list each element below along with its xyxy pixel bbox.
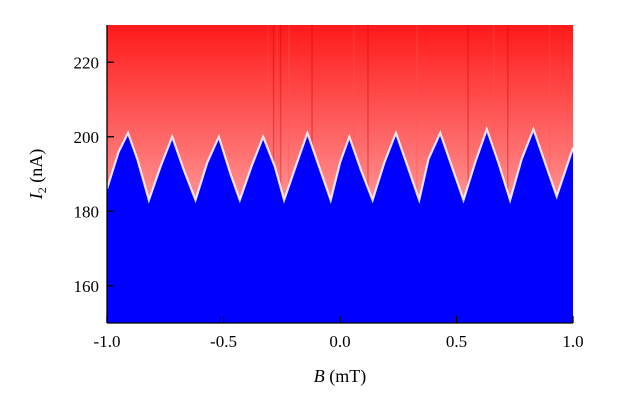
y-tick-label: 180 <box>74 202 100 221</box>
boundary-glow <box>107 125 573 205</box>
x-axis-symbol: B <box>314 366 325 386</box>
y-axis-unit: (nA) <box>26 149 47 188</box>
low-region <box>107 129 573 323</box>
x-tick-label: -1.0 <box>94 332 121 351</box>
plot-area <box>107 25 573 323</box>
y-axis-symbol: I <box>26 192 46 200</box>
y-tick-label: 200 <box>74 128 100 147</box>
axes: -1.0 -0.5 0.0 0.5 1.0 160 180 200 220 <box>74 25 584 351</box>
y-tick-label: 160 <box>74 277 100 296</box>
x-ticks: -1.0 -0.5 0.0 0.5 1.0 <box>94 316 584 351</box>
y-ticks: 160 180 200 220 <box>74 53 114 296</box>
x-axis-label: B (mT) <box>314 366 366 387</box>
x-tick-label: 0.0 <box>329 332 350 351</box>
y-axis-subscript: 2 <box>35 187 49 193</box>
y-tick-label: 220 <box>74 53 100 72</box>
x-axis-unit: (mT) <box>325 366 366 387</box>
x-tick-label: -0.5 <box>210 332 237 351</box>
y-axis-label: I2 (nA) <box>26 149 49 201</box>
x-tick-label: 1.0 <box>562 332 583 351</box>
x-tick-label: 0.5 <box>446 332 467 351</box>
